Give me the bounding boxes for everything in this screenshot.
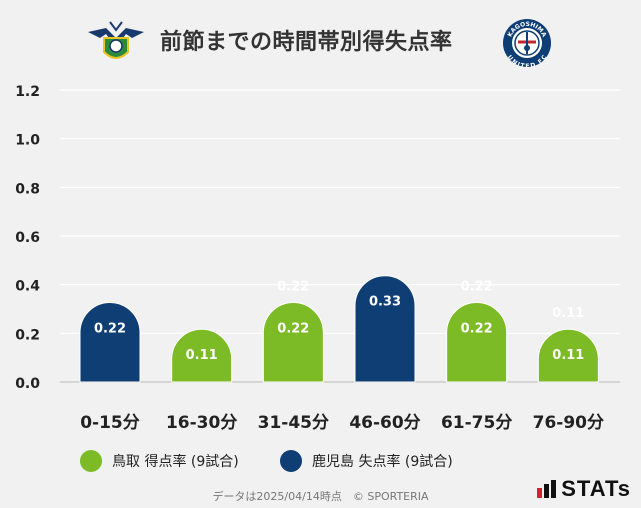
chart-legend: 鳥取 得点率 (9試合) 鹿児島 失点率 (9試合) [0, 450, 641, 474]
bar-tottori [171, 328, 233, 383]
y-tick-label: 1.0 [15, 133, 40, 149]
x-category-label: 16-30分 [166, 413, 237, 433]
legend-label-tottori: 鳥取 得点率 (9試合) [112, 454, 239, 470]
kagoshima-united-crest-icon: KAGOSHIMA UNITED FC [502, 18, 552, 72]
stats-brand-text: STATs [561, 476, 631, 501]
stats-bars-icon [537, 480, 557, 498]
data-label-kagoshima: 0.22 [461, 279, 493, 294]
x-category-label: 76-90分 [533, 413, 604, 433]
bar-chart: 0.0 0.2 0.4 0.6 0.8 1.0 1.2 0.22 0-15分 0.11 16-30分… [15, 84, 620, 433]
data-label-kagoshima: 0.22 [94, 321, 126, 336]
y-tick-label: 0.0 [15, 376, 40, 392]
data-label-kagoshima: 0.22 [277, 279, 309, 294]
x-category-label: 31-45分 [258, 413, 329, 433]
bar-tottori [537, 328, 599, 383]
data-label-tottori: 0.11 [552, 348, 584, 363]
legend-swatch-tottori [80, 450, 102, 472]
tottori-crest-icon [86, 18, 146, 70]
data-label-kagoshima: 0.11 [552, 306, 584, 321]
legend-item-tottori: 鳥取 得点率 (9試合) [80, 450, 239, 472]
x-category-label: 0-15分 [80, 413, 140, 433]
legend-label-kagoshima: 鹿児島 失点率 (9試合) [312, 454, 453, 470]
bar-kagoshima [354, 275, 416, 383]
legend-item-kagoshima: 鹿児島 失点率 (9試合) [280, 450, 453, 472]
y-tick-label: 0.2 [15, 327, 40, 343]
y-tick-label: 0.8 [15, 181, 40, 197]
data-label-tottori: 0.22 [461, 321, 493, 336]
bar-tottori [446, 302, 508, 383]
legend-swatch-kagoshima [280, 450, 302, 472]
data-source-note: データは2025/04/14時点 © SPORTERIA [212, 490, 429, 503]
y-tick-label: 1.2 [15, 84, 40, 100]
stats-brand-logo: STATs [537, 476, 631, 502]
bar-kagoshima [79, 302, 141, 383]
chart-header: 前節までの時間帯別得失点率 KAGOSHIMA UNITED FC [0, 0, 641, 80]
bar-tottori [262, 302, 324, 383]
x-category-label: 46-60分 [349, 413, 420, 433]
y-tick-label: 0.6 [15, 230, 40, 246]
page-title: 前節までの時間帯別得失点率 [160, 30, 453, 55]
data-label-tottori: 0.22 [277, 321, 309, 336]
y-tick-label: 0.4 [15, 279, 40, 295]
data-label-kagoshima: 0.33 [369, 295, 401, 310]
x-category-label: 61-75分 [441, 413, 512, 433]
data-label-tottori: 0.11 [186, 348, 218, 363]
